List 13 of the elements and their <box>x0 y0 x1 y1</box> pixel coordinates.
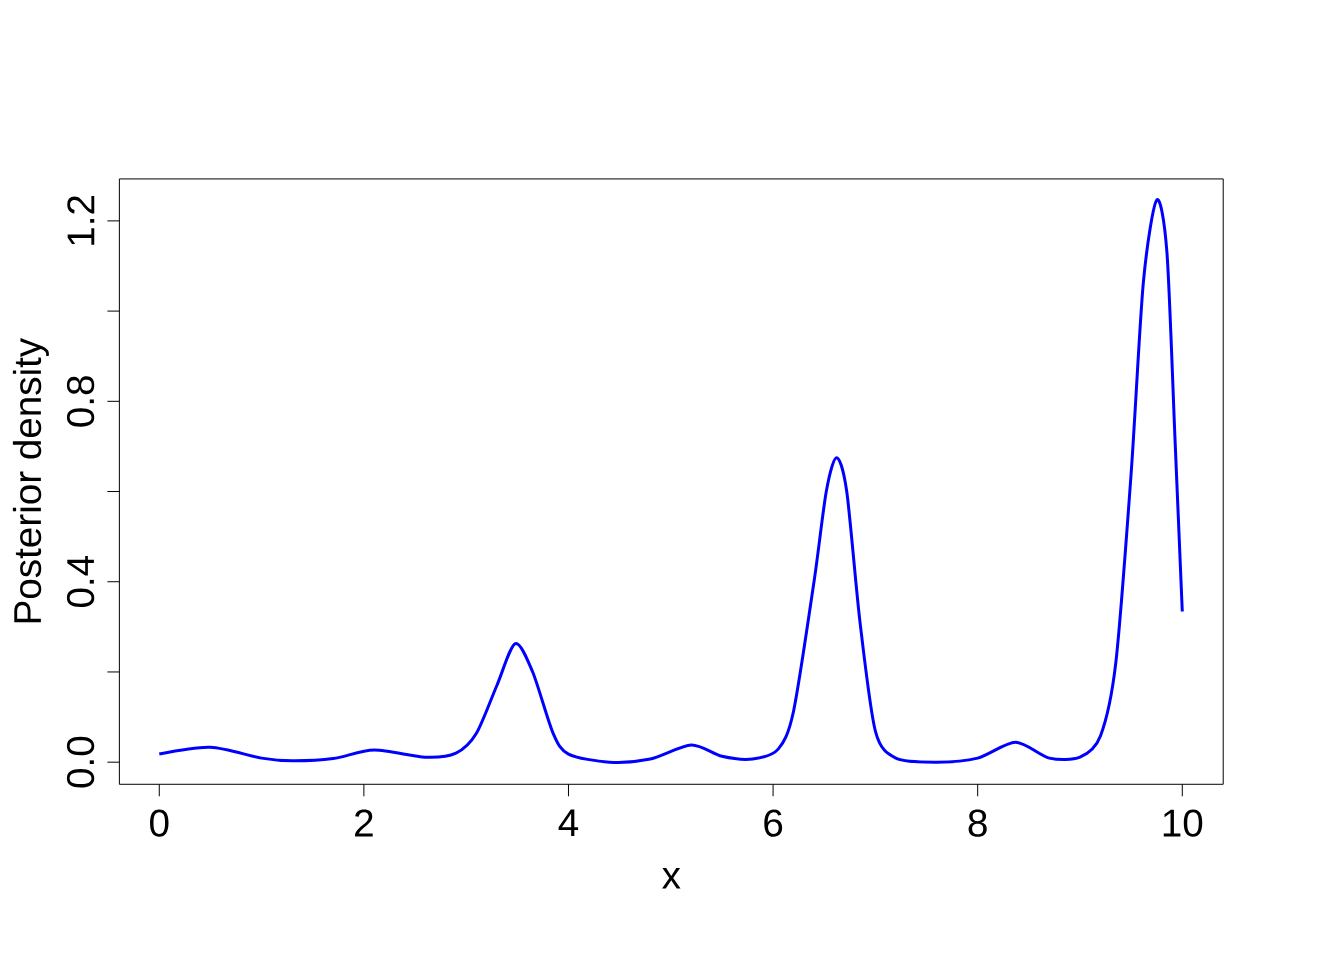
x-tick-label: 8 <box>968 809 987 837</box>
x-tick-label: 0 <box>150 809 169 837</box>
y-tick-label: 0.4 <box>66 556 95 608</box>
y-axis-title: Posterior density <box>12 337 49 623</box>
y-tick-label: 0.8 <box>66 376 95 427</box>
line-series <box>157 198 1184 764</box>
y-tick-label: 0.0 <box>66 736 95 788</box>
x-axis-title: x <box>662 868 681 889</box>
x-tick-label: 10 <box>1163 809 1203 837</box>
x-tick-label: 6 <box>764 809 783 837</box>
x-tick-label: 2 <box>355 809 373 837</box>
y-tick-label: 1.2 <box>67 196 95 245</box>
x-tick-label: 4 <box>558 809 579 836</box>
